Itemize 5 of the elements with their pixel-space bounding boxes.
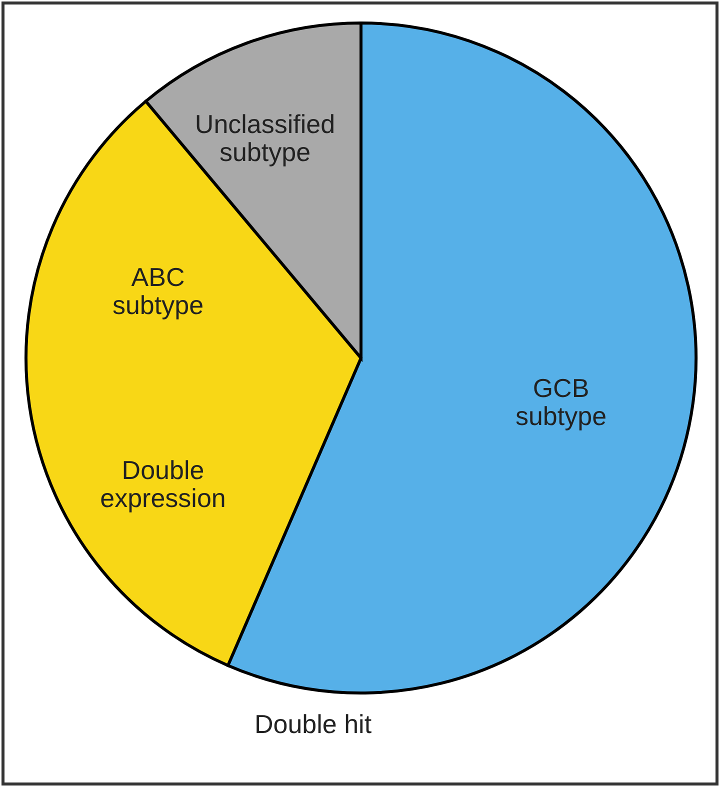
slice-label: ABC subtype	[112, 262, 204, 320]
text: Double hit	[254, 709, 372, 739]
text: Double expression	[100, 455, 226, 513]
slice-label: GCB subtype	[515, 373, 607, 431]
slice-label: Unclassified subtype	[194, 109, 336, 167]
